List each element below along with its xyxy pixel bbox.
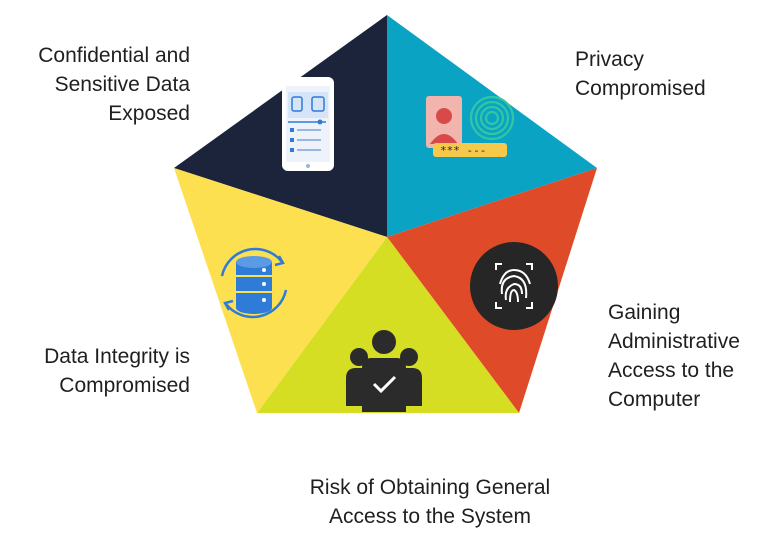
fingerprint-scan-icon bbox=[470, 242, 558, 330]
mobile-document-icon bbox=[282, 77, 334, 171]
label-line: Privacy bbox=[575, 48, 644, 71]
label-risk-general-access: Risk of Obtaining General Access to the … bbox=[240, 473, 620, 531]
label-line: Access to the System bbox=[329, 505, 531, 528]
label-line: Gaining bbox=[608, 301, 681, 324]
label-line: Compromised bbox=[59, 374, 190, 397]
segment-privacy bbox=[387, 15, 597, 237]
segment-confidential bbox=[174, 15, 387, 237]
label-line: Administrative bbox=[608, 330, 740, 353]
label-privacy-compromised: Privacy Compromised bbox=[575, 45, 706, 103]
segment-risk bbox=[257, 237, 519, 413]
label-line: Data Integrity is bbox=[44, 345, 190, 368]
segment-integrity bbox=[174, 168, 387, 413]
label-line: Compromised bbox=[575, 77, 706, 100]
label-line: Access to the bbox=[608, 359, 735, 382]
database-sync-icon bbox=[220, 247, 288, 319]
label-line: Risk of Obtaining General bbox=[309, 476, 551, 499]
user-group-check-icon bbox=[346, 330, 422, 412]
label-line: Sensitive Data bbox=[54, 73, 190, 96]
label-data-integrity: Data Integrity is Compromised bbox=[0, 342, 190, 400]
label-confidential-data-exposed: Confidential and Sensitive Data Exposed bbox=[0, 41, 190, 128]
label-administrative-access: Gaining Administrative Access to the Com… bbox=[608, 298, 740, 414]
label-line: Confidential and bbox=[38, 44, 190, 67]
label-line: Computer bbox=[608, 388, 701, 411]
identity-fingerprint-icon: *** --- bbox=[426, 95, 515, 157]
svg-text:*** ---: *** --- bbox=[440, 144, 486, 157]
label-line: Exposed bbox=[108, 102, 190, 125]
